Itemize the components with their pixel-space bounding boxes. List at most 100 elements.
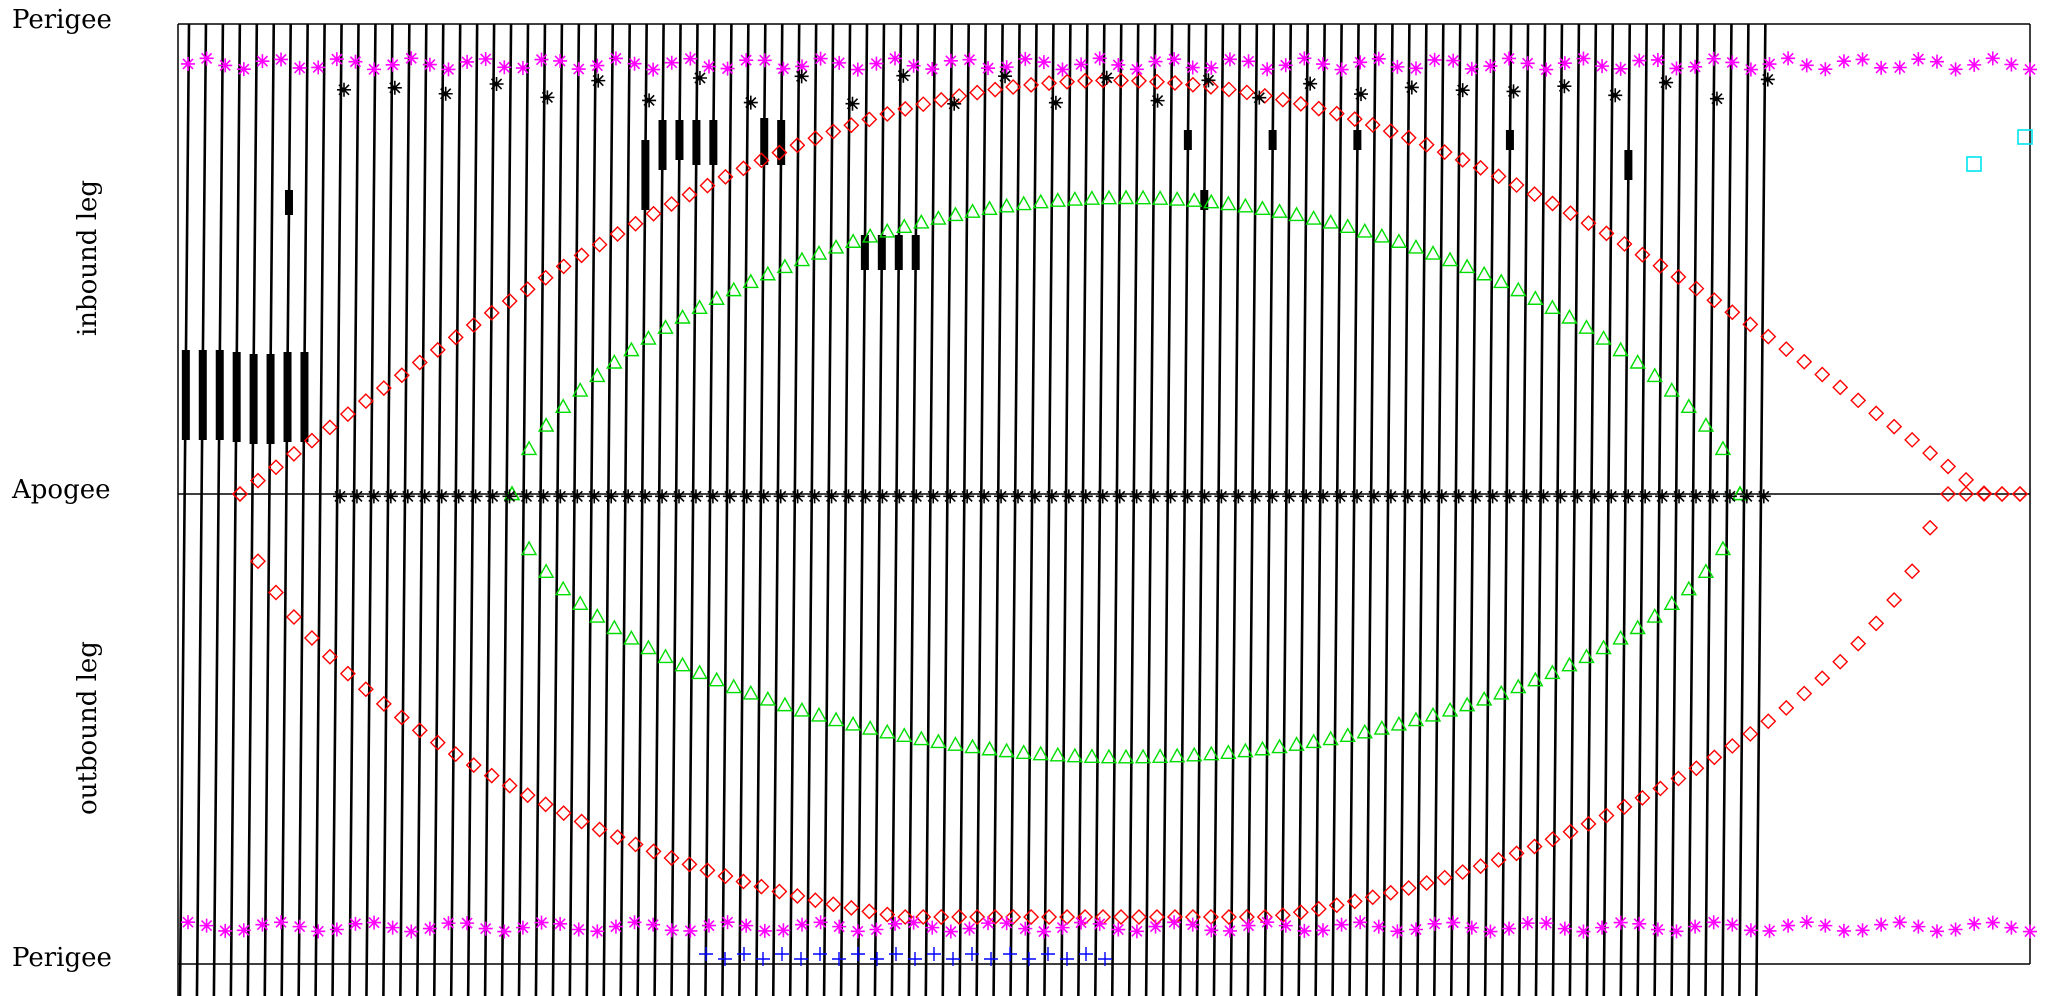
series-2-point-39 <box>827 238 845 254</box>
orbit-track-71 <box>1365 23 1377 996</box>
series-1-point-111 <box>1220 81 1237 98</box>
series-3-point-185 <box>1892 60 1907 75</box>
series-3-point-47 <box>608 51 623 66</box>
series-1-point-54 <box>699 862 716 879</box>
series-4-point-13 <box>485 489 500 504</box>
series-1-point-162 <box>1670 770 1687 787</box>
orbit-track-29 <box>653 23 665 996</box>
series-2-point-114 <box>1458 696 1476 712</box>
series-2-point-111 <box>1441 251 1459 267</box>
series-1-point-12 <box>321 648 338 665</box>
series-2-point-122 <box>1527 671 1544 687</box>
series-3-point-165 <box>1706 51 1721 66</box>
series-1-point-69 <box>843 117 860 134</box>
series-4-point-93 <box>1502 489 1517 504</box>
series-4-point-54 <box>998 69 1013 84</box>
series-1-point-143 <box>1508 177 1525 194</box>
series-2-point-77 <box>1151 190 1169 205</box>
series-2-point-42 <box>844 715 862 731</box>
series-1-point-134 <box>1418 875 1435 891</box>
series-2-point-80 <box>1168 747 1186 763</box>
series-4-point-61 <box>1095 489 1110 504</box>
series-1-point-174 <box>1778 699 1795 716</box>
orbit-track-70 <box>1348 23 1360 996</box>
orbit-track-4 <box>229 23 242 996</box>
series-2-point-18 <box>640 639 657 655</box>
series-1-point-155 <box>1616 235 1633 252</box>
series-3-point-84 <box>943 924 958 939</box>
series-2-point-7 <box>554 398 572 414</box>
series-1-point-169 <box>1742 316 1759 333</box>
series-1-point-189 <box>1922 445 1939 462</box>
series-3-point-105 <box>1148 54 1163 69</box>
series-2-point-108 <box>1407 711 1425 727</box>
series-3-point-123 <box>1315 57 1330 72</box>
orbit-track-79 <box>1500 23 1513 996</box>
series-2-point-85 <box>1220 195 1237 211</box>
series-4-point-4 <box>366 489 381 504</box>
series-6-point-22 <box>1098 952 1112 966</box>
series-3-point-137 <box>1446 53 1461 68</box>
series-1-point-15 <box>357 393 374 410</box>
series-1-point-156 <box>1616 798 1633 815</box>
series-4-point-111 <box>1722 489 1737 504</box>
series-1-point-130 <box>1382 884 1399 901</box>
track-segment-16 <box>860 235 869 270</box>
series-3-point-62 <box>739 918 754 933</box>
series-3-point-2 <box>181 915 195 930</box>
series-2-point-86 <box>1220 744 1237 759</box>
series-2-point-94 <box>1288 736 1305 751</box>
orbit-track-6 <box>263 23 276 996</box>
series-1-point-148 <box>1544 831 1561 848</box>
series-3-point-6 <box>218 923 233 938</box>
series-4-point-38 <box>794 69 809 84</box>
series-3-point-46 <box>590 924 605 939</box>
series-1-point-131 <box>1400 129 1417 146</box>
series-6-point-7 <box>813 947 827 961</box>
series-4-point-90 <box>1455 83 1470 98</box>
series-4-point-100 <box>1587 489 1602 504</box>
series-3-point-22 <box>367 915 382 930</box>
series-2-point-57 <box>981 200 998 216</box>
series-1-point-165 <box>1706 292 1723 309</box>
series-4-point-72 <box>1231 489 1246 504</box>
series-3-point-131 <box>1390 59 1405 74</box>
series-3-point-50 <box>627 915 642 930</box>
series-3-point-97 <box>1074 57 1089 72</box>
series-1-point-149 <box>1562 205 1579 222</box>
series-2-point-90 <box>1254 740 1271 756</box>
series-4-point-89 <box>1451 489 1466 504</box>
series-3-point-77 <box>888 51 903 66</box>
series-2-point-144 <box>1714 540 1732 556</box>
series-1-point-142 <box>1490 851 1507 868</box>
series-1-point-75 <box>897 100 914 117</box>
series-2-point-10 <box>572 595 589 610</box>
orbit-track-27 <box>619 23 631 996</box>
series-1-point-178 <box>1814 670 1831 687</box>
series-3-point-92 <box>1018 921 1033 936</box>
series-1-point-136 <box>1436 869 1453 886</box>
series-6-point-12 <box>908 952 922 966</box>
orbit-track-94 <box>1755 23 1767 996</box>
series-6-point-13 <box>927 947 941 961</box>
series-4-point-77 <box>1299 489 1314 504</box>
series-3-point-176 <box>1799 915 1814 930</box>
series-1-point-166 <box>1706 749 1723 766</box>
series-3-point-173 <box>1781 51 1796 66</box>
orbit-track-36 <box>771 23 784 996</box>
series-4-point-88 <box>1434 489 1449 504</box>
series-1-point-191 <box>1940 458 1957 475</box>
track-segment-21 <box>1268 130 1277 150</box>
series-4-point-91 <box>1468 489 1483 504</box>
series-3-point-190 <box>1929 924 1944 939</box>
series-4-point-84 <box>1383 489 1398 504</box>
series-2-point-69 <box>1083 190 1101 205</box>
series-2-point-21 <box>674 308 691 324</box>
orbit-track-86 <box>1619 23 1632 996</box>
series-3-point-52 <box>646 917 661 932</box>
series-3-point-9 <box>255 54 270 69</box>
series-3-point-66 <box>776 923 791 938</box>
series-2-point-100 <box>1339 727 1356 743</box>
series-3-point-134 <box>1409 922 1423 937</box>
track-segment-15 <box>777 120 786 165</box>
